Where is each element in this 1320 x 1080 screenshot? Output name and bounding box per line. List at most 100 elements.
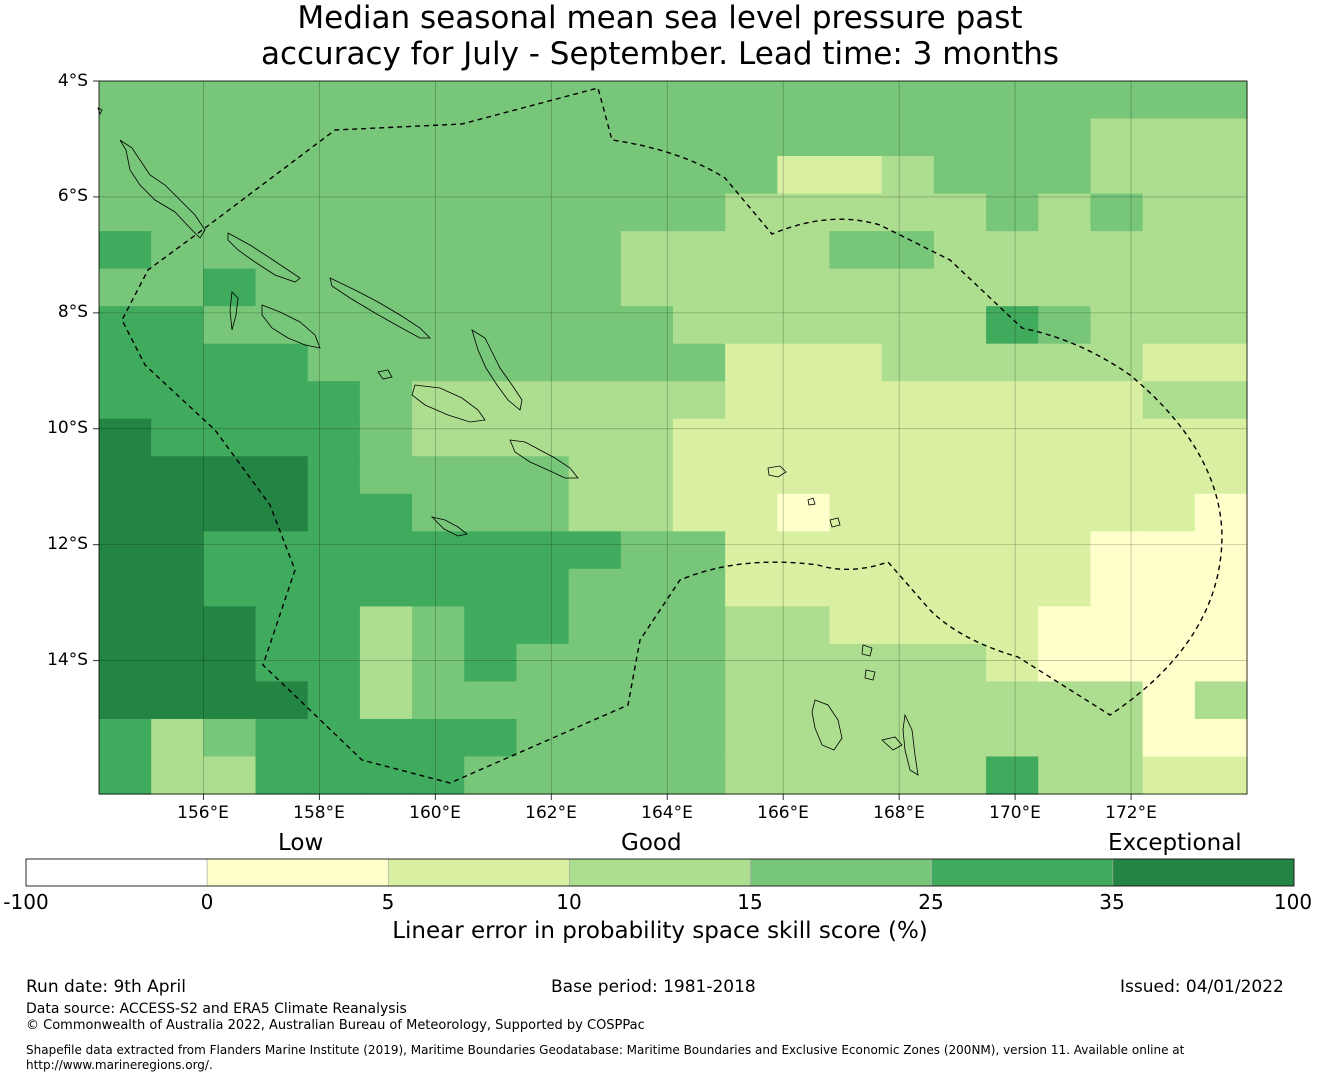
colorbar-segment: [931, 858, 1114, 887]
grid-cell: [359, 681, 413, 720]
grid-cell: [1090, 231, 1144, 270]
colorbar-tick-label: 35: [1099, 890, 1125, 914]
grid-cell: [1194, 568, 1248, 607]
island-small-1: [807, 497, 816, 506]
grid-cell: [464, 193, 518, 232]
base-period: Base period: 1981-2018: [551, 977, 756, 997]
grid-cell: [568, 456, 622, 495]
grid-cell: [1142, 493, 1196, 532]
grid-cell: [255, 156, 309, 195]
grid-cell: [986, 568, 1039, 607]
grid-cell: [99, 643, 152, 683]
grid-cell: [620, 418, 674, 457]
grid-cell: [933, 606, 987, 645]
grid-cell: [307, 231, 361, 270]
grid-cell: [359, 193, 413, 232]
grid-cell: [986, 606, 1039, 645]
grid-cell: [412, 681, 465, 720]
grid-cell: [1142, 643, 1196, 683]
grid-cell: [203, 268, 257, 307]
grid-cell: [568, 118, 622, 157]
grid-cell: [829, 681, 883, 720]
grid-cell: [986, 643, 1039, 683]
grid-cell: [151, 231, 204, 270]
grid-cell: [307, 606, 361, 645]
grid-cell: [359, 343, 413, 382]
grid-cell: [986, 456, 1039, 495]
grid-cell: [673, 156, 726, 195]
grid-cell: [986, 156, 1039, 195]
grid-cell: [464, 493, 518, 532]
grid-cell: [255, 606, 309, 645]
category-good: Good: [621, 830, 682, 856]
grid-cell: [464, 643, 518, 683]
grid-cell: [568, 343, 622, 382]
grid-cell: [255, 756, 309, 795]
grid-cell: [359, 643, 413, 683]
grid-cell: [516, 118, 570, 157]
lon-tick-label: 170°E: [989, 803, 1041, 823]
grid-cell: [620, 643, 674, 683]
grid-cell: [1038, 81, 1092, 120]
grid-cell: [1142, 306, 1196, 345]
grid-cell: [777, 231, 831, 270]
grid-cell: [568, 81, 622, 120]
grid-cell: [1038, 456, 1092, 495]
grid-cell: [1194, 681, 1248, 720]
grid-cell: [255, 643, 309, 683]
grid-cell: [307, 306, 361, 345]
grid-cell: [412, 568, 465, 607]
grid-cell: [725, 418, 778, 457]
grid-cell: [881, 306, 935, 345]
grid-cell: [203, 568, 257, 607]
grid-cell: [516, 531, 570, 570]
category-exceptional: Exceptional: [1108, 830, 1242, 856]
grid-cell: [777, 718, 831, 758]
grid-cell: [99, 493, 152, 532]
grid-cell: [464, 268, 518, 307]
grid-cell: [1142, 343, 1196, 382]
grid-cell: [1194, 493, 1248, 532]
grid-cell: [881, 268, 935, 307]
grid-cell: [881, 418, 935, 457]
grid-cell: [99, 193, 152, 232]
grid-cell: [1142, 381, 1196, 420]
grid-cell: [203, 418, 257, 457]
grid-cell: [725, 231, 778, 270]
lon-tick-label: 158°E: [293, 803, 345, 823]
grid-cell: [1194, 606, 1248, 645]
grid-cell: [151, 118, 204, 157]
grid-cell: [829, 643, 883, 683]
grid-cell: [1142, 418, 1196, 457]
grid-cell: [673, 306, 726, 345]
grid-cell: [1038, 118, 1092, 157]
grid-cell: [203, 118, 257, 157]
grid-cell: [620, 493, 674, 532]
grid-cell: [1194, 381, 1248, 420]
grid-cell: [881, 456, 935, 495]
grid-cell: [725, 306, 778, 345]
grid-cell: [151, 606, 204, 645]
grid-cell: [568, 493, 622, 532]
grid-cell: [933, 156, 987, 195]
grid-cell: [307, 343, 361, 382]
grid-cell: [151, 81, 204, 120]
island-new-georgia: [261, 304, 321, 349]
grid-cell: [933, 718, 987, 758]
grid-cell: [359, 118, 413, 157]
lon-tick-label: 172°E: [1105, 803, 1157, 823]
grid-cell: [203, 718, 257, 758]
grid-cell: [777, 193, 831, 232]
grid-cell: [673, 568, 726, 607]
grid-cell: [986, 306, 1039, 345]
grid-cell: [516, 643, 570, 683]
grid-cell: [255, 118, 309, 157]
grid-cell: [725, 718, 778, 758]
grid-cell: [412, 231, 465, 270]
grid-cell: [881, 231, 935, 270]
grid-cell: [933, 193, 987, 232]
grid-cell: [933, 418, 987, 457]
grid-cell: [933, 343, 987, 382]
grid-cell: [986, 418, 1039, 457]
grid-cell: [933, 531, 987, 570]
